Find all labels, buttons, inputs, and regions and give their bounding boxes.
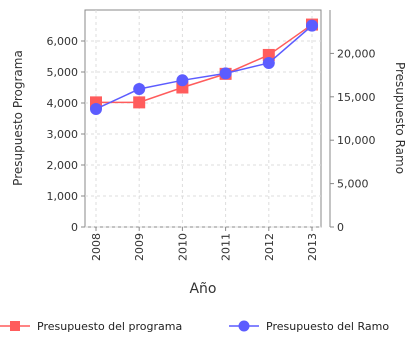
series-layer bbox=[90, 18, 318, 115]
point-ramo-2011 bbox=[219, 67, 232, 80]
legend-label-programa: Presupuesto del programa bbox=[37, 320, 182, 333]
axes-layer: 0 1,000 2,000 3,000 4,000 5,000 6,000 0 5,000 10,… bbox=[47, 10, 376, 261]
y-left-tick-label-5: 5,000 bbox=[47, 66, 79, 79]
legend-marker-programa bbox=[10, 321, 20, 331]
y-right-tick-label-3: 15,000 bbox=[337, 91, 376, 104]
legend-item-programa: Presupuesto del programa bbox=[0, 320, 182, 333]
point-ramo-2012 bbox=[262, 56, 275, 69]
x-tick-label-2009: 2009 bbox=[133, 233, 146, 261]
y-left-tick-label-0: 0 bbox=[71, 221, 78, 234]
legend-label-ramo: Presupuesto del Ramo bbox=[266, 320, 389, 333]
x-tick-label-2012: 2012 bbox=[263, 233, 276, 261]
y-axis-right-title: Presupuesto Ramo bbox=[393, 62, 407, 174]
point-ramo-2013 bbox=[306, 19, 318, 32]
point-ramo-2010 bbox=[176, 74, 189, 87]
x-tick-label-2011: 2011 bbox=[220, 233, 233, 261]
y-left-tick-label-4: 4,000 bbox=[47, 97, 79, 110]
legend-item-ramo: Presupuesto del Ramo bbox=[229, 320, 389, 333]
series-line-1 bbox=[95, 25, 313, 110]
x-axis-title: Año bbox=[189, 281, 216, 297]
y-left-tick-label-3: 3,000 bbox=[47, 128, 79, 141]
y-right-tick-label-2: 10,000 bbox=[337, 134, 376, 147]
x-tick-label-2008: 2008 bbox=[90, 233, 103, 261]
y-right-tick-label-4: 20,000 bbox=[337, 47, 376, 60]
y-right-tick-label-1: 5,000 bbox=[337, 178, 369, 191]
x-tick-label-2010: 2010 bbox=[176, 233, 189, 261]
x-tick-label-2013: 2013 bbox=[306, 233, 319, 261]
y-left-tick-label-2: 2,000 bbox=[47, 159, 79, 172]
point-ramo-2009 bbox=[133, 82, 146, 95]
legend: Presupuesto del programa Presupuesto del… bbox=[0, 320, 389, 333]
y-right-tick-label-0: 0 bbox=[337, 221, 344, 234]
point-programa-2009 bbox=[133, 96, 146, 109]
y-axis-left-title: Presupuesto Programa bbox=[11, 50, 25, 186]
legend-marker-ramo bbox=[238, 320, 250, 332]
gridlines bbox=[85, 10, 321, 228]
point-ramo-2008 bbox=[90, 102, 102, 115]
y-left-tick-label-6: 6,000 bbox=[47, 35, 79, 48]
y-left-tick-label-1: 1,000 bbox=[47, 190, 79, 203]
series-line-0 bbox=[96, 23, 313, 104]
